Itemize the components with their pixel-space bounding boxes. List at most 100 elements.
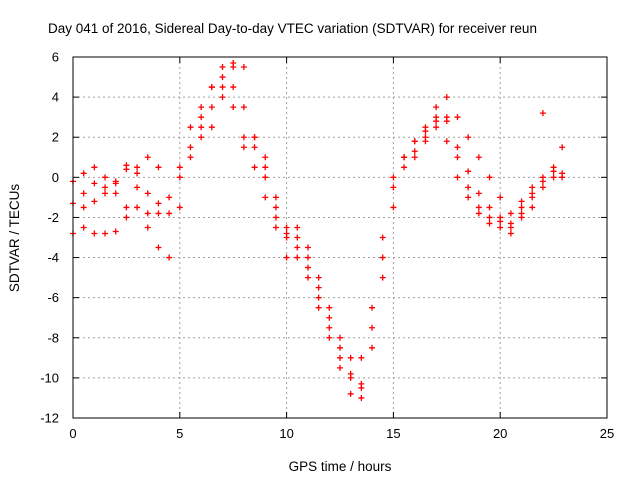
data-point bbox=[433, 104, 440, 111]
data-point bbox=[390, 174, 397, 181]
series-2 bbox=[70, 74, 566, 387]
data-point bbox=[240, 104, 247, 111]
data-point bbox=[230, 60, 237, 67]
data-point bbox=[102, 230, 109, 237]
chart-title: Day 041 of 2016, Sidereal Day-to-day VTE… bbox=[48, 21, 537, 36]
data-point bbox=[123, 162, 130, 169]
data-point bbox=[294, 244, 301, 251]
data-point bbox=[347, 390, 354, 397]
data-point bbox=[187, 154, 194, 161]
data-point bbox=[454, 144, 461, 151]
data-point bbox=[123, 214, 130, 221]
data-point bbox=[559, 144, 566, 151]
data-point bbox=[347, 354, 354, 361]
data-point bbox=[91, 198, 98, 205]
data-point bbox=[144, 190, 151, 197]
data-point bbox=[230, 104, 237, 111]
data-point bbox=[91, 180, 98, 187]
data-point bbox=[240, 134, 247, 141]
data-point bbox=[187, 124, 194, 131]
data-point bbox=[550, 168, 557, 175]
series-4 bbox=[80, 60, 546, 401]
data-point bbox=[518, 204, 525, 211]
data-point bbox=[262, 194, 269, 201]
data-point bbox=[443, 138, 450, 145]
data-point bbox=[507, 210, 514, 217]
data-point bbox=[379, 254, 386, 261]
data-point bbox=[80, 170, 87, 177]
grid bbox=[73, 57, 607, 418]
data-point bbox=[112, 228, 119, 235]
data-point bbox=[559, 174, 566, 181]
data-point bbox=[251, 134, 258, 141]
data-point bbox=[176, 174, 183, 181]
data-point bbox=[539, 174, 546, 181]
data-point bbox=[390, 204, 397, 211]
data-point bbox=[294, 224, 301, 231]
data-point bbox=[497, 224, 504, 231]
data-point bbox=[379, 234, 386, 241]
plot-frame bbox=[72, 56, 608, 419]
data-point bbox=[529, 204, 536, 211]
data-point bbox=[294, 234, 301, 241]
data-point bbox=[155, 200, 162, 207]
data-point bbox=[337, 334, 343, 341]
data-point bbox=[251, 164, 258, 171]
data-point bbox=[411, 148, 418, 155]
data-point bbox=[294, 254, 301, 261]
data-point bbox=[475, 210, 482, 217]
data-point bbox=[102, 184, 109, 191]
data-point bbox=[166, 254, 173, 261]
data-point bbox=[486, 214, 493, 221]
data-point bbox=[401, 154, 408, 161]
data-point bbox=[219, 84, 226, 91]
data-point bbox=[304, 254, 311, 261]
y-tick-label: 4 bbox=[52, 90, 59, 105]
data-point bbox=[411, 138, 418, 145]
data-point bbox=[326, 324, 333, 331]
series-3 bbox=[70, 94, 566, 361]
data-point bbox=[379, 274, 386, 281]
data-point bbox=[102, 190, 109, 197]
data-point bbox=[134, 204, 141, 211]
data-point bbox=[369, 324, 376, 331]
data-point bbox=[251, 144, 258, 151]
data-point bbox=[465, 194, 472, 201]
y-tick-label: 2 bbox=[52, 130, 59, 145]
data-point bbox=[443, 94, 450, 101]
data-point bbox=[80, 204, 87, 211]
data-point bbox=[315, 284, 322, 291]
data-point bbox=[166, 210, 173, 217]
data-point bbox=[144, 154, 151, 161]
data-point bbox=[390, 184, 397, 191]
data-point bbox=[208, 104, 215, 111]
x-tick-label: 0 bbox=[69, 426, 76, 441]
data-point bbox=[358, 394, 365, 401]
data-point bbox=[112, 190, 119, 197]
data-point bbox=[465, 134, 472, 141]
data-point bbox=[475, 154, 482, 161]
y-tick-label: 0 bbox=[52, 170, 59, 185]
data-point bbox=[134, 164, 141, 171]
data-point bbox=[497, 218, 504, 225]
data-point bbox=[475, 204, 482, 211]
x-tick-label: 20 bbox=[493, 426, 507, 441]
data-point bbox=[198, 114, 205, 121]
data-point bbox=[529, 190, 536, 197]
data-point bbox=[315, 304, 322, 311]
data-point bbox=[358, 354, 365, 361]
data-point bbox=[304, 244, 311, 251]
data-point bbox=[272, 194, 279, 201]
data-point bbox=[134, 170, 141, 177]
x-tick-label: 5 bbox=[176, 426, 183, 441]
data-point bbox=[240, 144, 247, 151]
y-tick-label: -6 bbox=[47, 290, 59, 305]
data-point bbox=[529, 184, 536, 191]
data-point bbox=[347, 374, 354, 381]
data-point bbox=[337, 354, 343, 361]
data-point bbox=[358, 380, 365, 387]
data-point bbox=[240, 64, 247, 71]
data-point bbox=[80, 190, 87, 197]
data-point bbox=[369, 344, 376, 351]
